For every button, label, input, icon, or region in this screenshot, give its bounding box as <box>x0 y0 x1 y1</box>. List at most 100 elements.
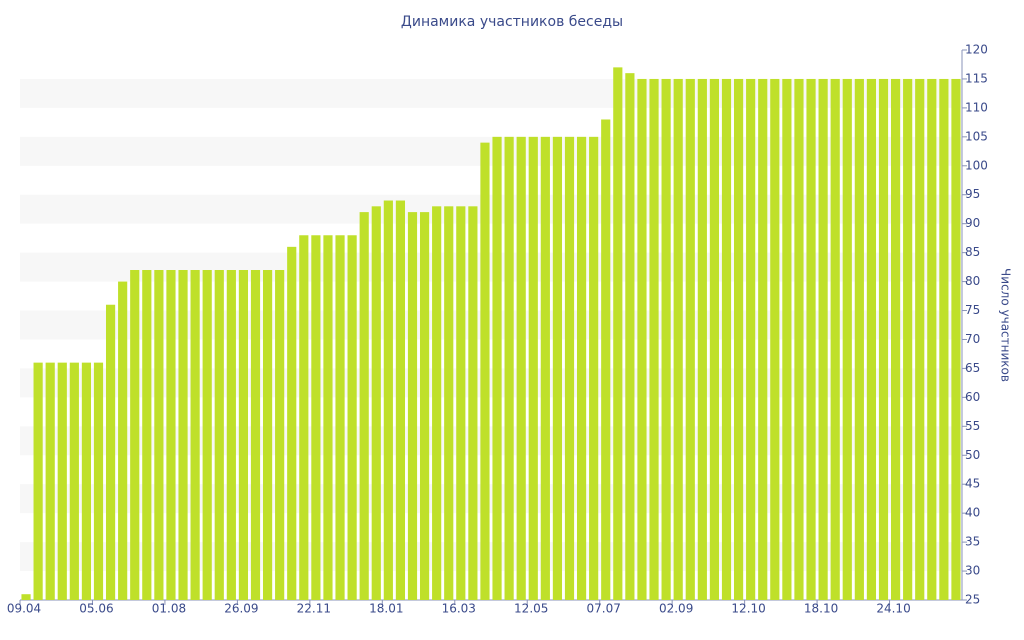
y-tick-label: 75 <box>965 303 980 317</box>
x-tick-label: 12.05 <box>514 602 548 616</box>
y-tick-label: 30 <box>965 564 980 578</box>
x-tick-label: 24.10 <box>876 602 910 616</box>
bar <box>166 270 176 600</box>
bar <box>878 78 889 600</box>
bar <box>951 78 961 600</box>
grid-band <box>20 426 962 456</box>
y-tick-label: 100 <box>965 158 988 172</box>
y-tick-label: 80 <box>965 274 980 288</box>
y-tick-label: 60 <box>965 390 980 404</box>
bar <box>178 270 188 600</box>
bar <box>407 212 418 600</box>
y-axis-label: Число участников <box>999 268 1013 382</box>
y-tick-label: 55 <box>965 419 980 433</box>
y-tick-label: 85 <box>965 245 980 259</box>
bar <box>806 78 816 600</box>
grid-band <box>20 78 962 108</box>
x-tick-label: 22.11 <box>297 602 331 616</box>
bar <box>746 78 756 600</box>
bar <box>733 78 744 600</box>
bar <box>637 78 647 600</box>
bar <box>347 235 357 600</box>
bar <box>866 78 877 600</box>
bar <box>649 78 659 600</box>
bar <box>613 67 623 601</box>
x-tick-label: 02.09 <box>659 602 693 616</box>
bar <box>721 78 732 600</box>
bar <box>81 362 92 600</box>
bar <box>661 78 671 600</box>
bar <box>468 206 478 600</box>
x-tick-label: 05.06 <box>79 602 113 616</box>
bar <box>782 78 792 600</box>
bar <box>57 362 67 600</box>
bar <box>516 136 526 600</box>
bar <box>564 136 575 600</box>
chart-title: Динамика участников беседы <box>401 14 623 30</box>
bar <box>226 270 236 600</box>
y-tick-label: 105 <box>965 129 988 143</box>
bar <box>105 304 116 600</box>
x-tick-label: 18.10 <box>804 602 838 616</box>
bar <box>903 78 913 600</box>
bar <box>432 206 442 600</box>
bar <box>45 362 55 600</box>
bar <box>915 78 925 600</box>
y-tick-label: 70 <box>965 332 980 346</box>
bar <box>576 136 587 600</box>
bar <box>118 281 128 600</box>
x-tick-label: 26.09 <box>224 602 258 616</box>
bar <box>758 78 768 600</box>
bar <box>456 206 466 600</box>
bar <box>697 78 707 600</box>
y-tick-label: 95 <box>965 187 980 201</box>
x-tick-label: 01.08 <box>152 602 186 616</box>
x-tick-label: 07.07 <box>587 602 621 616</box>
bar <box>552 136 563 600</box>
bar <box>335 235 345 600</box>
bar <box>359 212 369 600</box>
bar <box>528 136 538 600</box>
bar <box>794 78 804 600</box>
x-tick-label: 12.10 <box>731 602 765 616</box>
bar <box>142 270 152 600</box>
x-tick-label: 09.04 <box>7 602 41 616</box>
bar <box>492 136 502 600</box>
bar <box>287 246 297 600</box>
y-tick-label: 110 <box>965 100 988 114</box>
bar <box>395 200 406 601</box>
y-tick-label: 25 <box>965 593 980 607</box>
x-tick-label: 16.03 <box>442 602 476 616</box>
bar <box>709 78 720 600</box>
bar <box>69 362 79 600</box>
bar <box>190 270 200 600</box>
grid-band <box>20 252 962 282</box>
grid-band <box>20 194 962 224</box>
bar <box>480 142 490 600</box>
bar <box>130 270 140 600</box>
y-tick-label: 90 <box>965 216 980 230</box>
bar <box>323 235 333 600</box>
grid-band <box>20 310 962 340</box>
bar <box>383 200 393 601</box>
bar <box>371 206 381 600</box>
y-tick-label: 65 <box>965 361 980 375</box>
bar <box>818 78 828 600</box>
bar <box>601 119 611 600</box>
y-tick-label: 45 <box>965 477 980 491</box>
bar <box>93 362 104 600</box>
bar <box>625 73 635 600</box>
bar <box>770 78 780 600</box>
bar <box>589 136 599 600</box>
y-tick-label: 120 <box>965 43 988 57</box>
bar <box>842 78 852 600</box>
bar <box>540 136 550 600</box>
bar <box>673 78 683 600</box>
bar <box>299 235 309 600</box>
bar <box>154 270 164 600</box>
bar <box>444 206 454 600</box>
grid-band <box>20 484 962 514</box>
bar <box>250 270 261 600</box>
bar <box>202 270 212 600</box>
bar <box>311 235 321 600</box>
